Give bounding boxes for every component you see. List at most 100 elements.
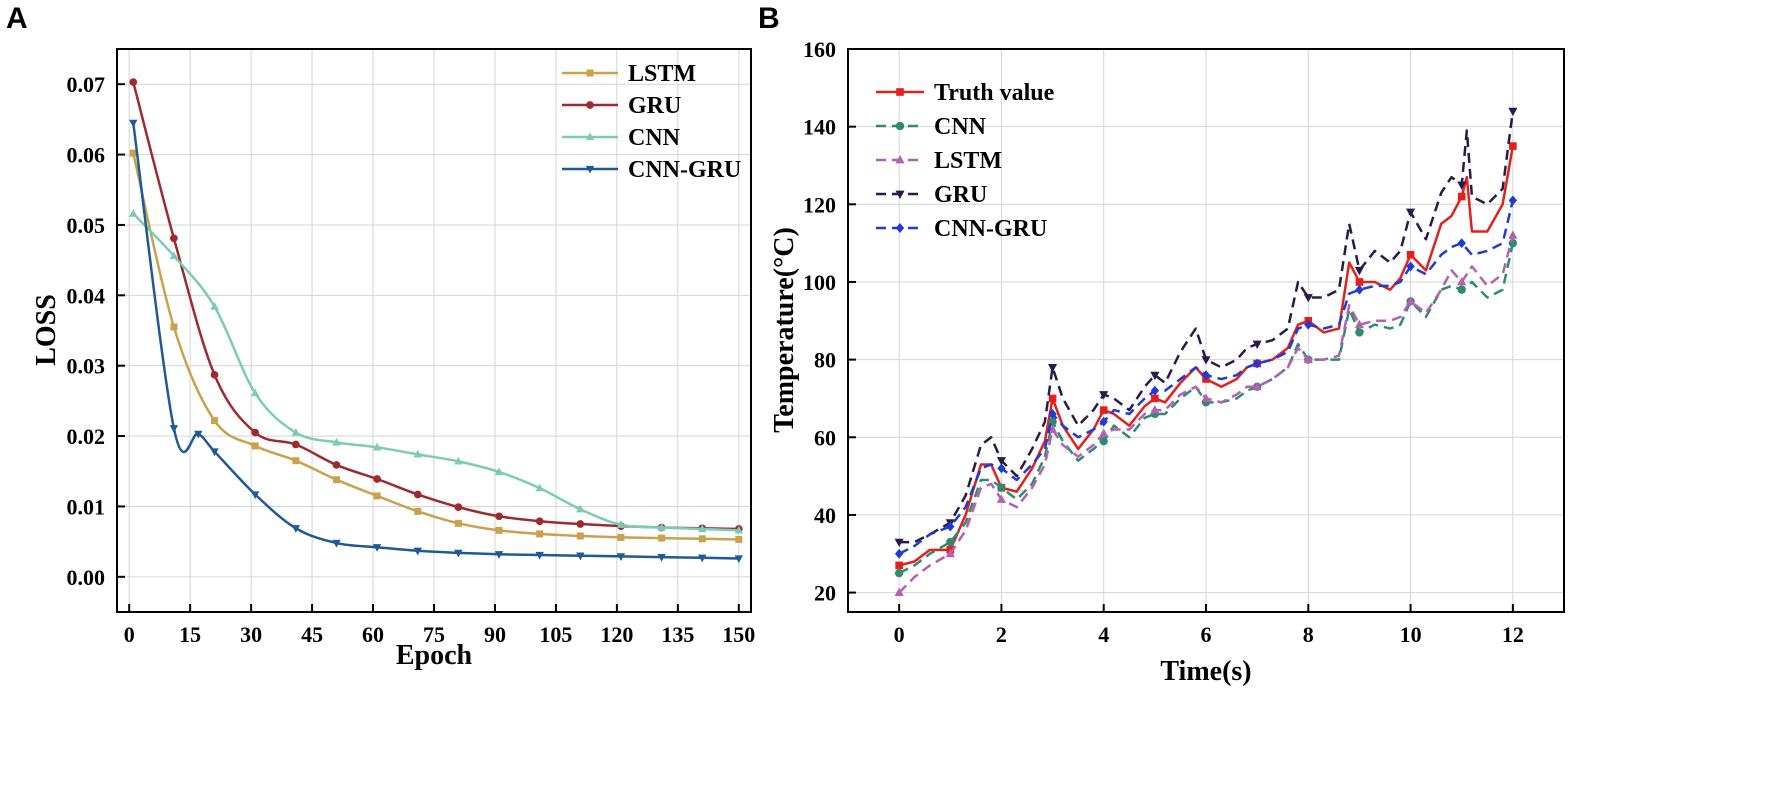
panel-b-point-gru xyxy=(1508,107,1518,117)
panel-b-point-cnn-gru xyxy=(1201,370,1211,381)
panel-b-x-tick-label: 10 xyxy=(1400,622,1422,647)
panel-b-point-cnn-gru xyxy=(1355,284,1364,295)
panel-a-point-cnn-gru xyxy=(494,551,504,559)
panel-b-point-truth-value xyxy=(1509,142,1517,150)
panel-a-point-gru xyxy=(535,517,544,526)
panel-b-x-tick-label: 2 xyxy=(996,622,1007,647)
panel-a-point-gru xyxy=(129,78,138,86)
panel-b-point-truth-value xyxy=(1406,250,1415,259)
panel-a-legend-label: CNN xyxy=(628,125,681,151)
panel-a-point-cnn xyxy=(616,520,626,528)
panel-b-legend-marker xyxy=(895,121,905,131)
panel-b-y-tick-label: 140 xyxy=(803,115,836,140)
panel-b-y-tick-label: 20 xyxy=(814,581,836,606)
panel-b-point-gru xyxy=(1457,181,1467,190)
panel-b-point-lstm xyxy=(1150,405,1160,414)
panel-b-point-cnn xyxy=(1099,436,1108,446)
panel-a-legend-entry-cnn: CNN xyxy=(562,125,681,151)
panel-b-point-cnn-gru xyxy=(946,521,955,532)
panel-a-x-tick-label: 90 xyxy=(484,622,506,647)
panel-b-point-lstm xyxy=(996,494,1006,503)
panel-b-point-cnn xyxy=(894,568,904,578)
panel-a-legend-entry-lstm: LSTM xyxy=(562,61,696,87)
panel-a-point-lstm xyxy=(251,442,259,450)
panel-b-x-tick-label: 0 xyxy=(894,622,905,647)
panel-a-point-cnn-gru xyxy=(657,553,666,562)
panel-b-series-cnn-gru xyxy=(894,195,1518,559)
panel-a-y-tick-label: 0.06 xyxy=(67,143,106,168)
panel-a-legend-entry-cnn-gru: CNN-GRU xyxy=(562,157,741,183)
panel-a-series-lstm xyxy=(129,149,743,544)
panel-b-point-cnn-gru xyxy=(1252,358,1262,369)
panel-b-y-tick-label: 120 xyxy=(803,192,836,217)
panel-a-point-gru xyxy=(413,490,422,499)
panel-b-legend-marker xyxy=(896,88,904,96)
panel-b-legend-label: CNN-GRU xyxy=(934,216,1047,242)
panel-a-point-cnn-gru xyxy=(194,430,203,439)
panel-a-point-cnn-gru xyxy=(291,525,301,533)
panel-a-point-cnn xyxy=(413,449,422,458)
panel-b-point-gru xyxy=(894,538,904,548)
panel-a-point-cnn xyxy=(169,251,179,260)
panel-b-point-gru xyxy=(1354,266,1364,276)
panel-a-x-tick-label: 120 xyxy=(600,622,633,647)
panel-b-point-truth-value xyxy=(1355,278,1364,286)
panel-a-point-lstm xyxy=(373,492,381,500)
panel-a-line-lstm xyxy=(132,152,739,541)
panel-letter-a: A xyxy=(6,2,28,35)
panel-a-point-cnn-gru xyxy=(576,552,585,561)
panel-a-point-gru xyxy=(170,234,178,243)
panel-b-line-gru xyxy=(899,110,1515,544)
panel-b-point-cnn-gru xyxy=(1508,195,1518,206)
panel-b-point-cnn xyxy=(946,537,955,547)
panel-a-point-cnn xyxy=(576,504,585,513)
panel-b-series xyxy=(894,107,1518,597)
panel-b-point-gru xyxy=(1252,340,1262,350)
panel-b-point-lstm xyxy=(945,548,955,558)
panel-a-x-tick-label: 60 xyxy=(362,622,384,647)
panel-a-point-cnn xyxy=(210,302,219,310)
panel-a-x-tick-label: 105 xyxy=(539,622,572,647)
panel-b-y-tick-label: 100 xyxy=(803,270,836,295)
panel-b-line-lstm xyxy=(898,235,1515,594)
panel-b-point-lstm xyxy=(1354,319,1364,329)
panel-b-x-tick-label: 6 xyxy=(1201,622,1212,647)
panel-b-point-cnn-gru xyxy=(1457,238,1466,249)
panel-b-point-gru xyxy=(1303,294,1313,303)
panel-letter-b: B xyxy=(758,2,780,35)
panel-a-point-cnn xyxy=(698,524,707,533)
panel-b-point-lstm xyxy=(1457,277,1467,286)
panel-a-series-cnn xyxy=(129,209,744,534)
panel-b-point-cnn-gru xyxy=(1048,409,1057,419)
panel-a-y-tick-label: 0.04 xyxy=(67,283,106,308)
panel-a-point-cnn-gru xyxy=(169,425,179,433)
panel-b-legend-label: Truth value xyxy=(934,80,1055,106)
panel-b-legend-label: CNN xyxy=(934,114,987,140)
panel-a-point-gru xyxy=(576,520,585,528)
panel-a-legend-marker xyxy=(586,101,594,109)
panel-a-y-tick-label: 0.00 xyxy=(67,565,106,590)
panel-a-point-cnn xyxy=(734,525,744,534)
panel-b-x-axis-title: Time(s) xyxy=(1160,656,1251,687)
panel-b-line-truth-value xyxy=(898,145,1515,567)
panel-a-point-lstm xyxy=(414,507,422,515)
panel-a-legend: LSTM GRU CNN CNN-GRU xyxy=(562,61,741,183)
panel-a-point-lstm xyxy=(211,417,219,425)
panel-b-point-cnn xyxy=(1355,328,1364,337)
panel-a-ticks: 0 15 30 45 60 75 90 105 120 135 150 0.00 0.01 0.02 0.0… xyxy=(67,72,756,647)
panel-a-y-axis-title: LOSS xyxy=(31,294,62,366)
panel-b-point-lstm xyxy=(1303,354,1313,364)
panel-a-point-gru xyxy=(291,440,300,449)
panel-a-x-tick-label: 30 xyxy=(240,622,262,647)
panel-b-point-lstm xyxy=(1048,424,1058,433)
panel-b-series-gru xyxy=(894,107,1518,548)
panel-a-point-gru xyxy=(373,475,381,483)
panel-a-line-cnn xyxy=(132,212,739,532)
panel-b-legend-entry-cnn: CNN xyxy=(876,114,987,140)
panel-a-legend-label: GRU xyxy=(628,93,681,119)
panel-b-x-tick-label: 8 xyxy=(1303,622,1314,647)
panel-b-point-truth-value xyxy=(1048,394,1057,403)
panel-b-legend-marker xyxy=(895,155,905,164)
panel-a-line-cnn-gru xyxy=(132,122,739,560)
